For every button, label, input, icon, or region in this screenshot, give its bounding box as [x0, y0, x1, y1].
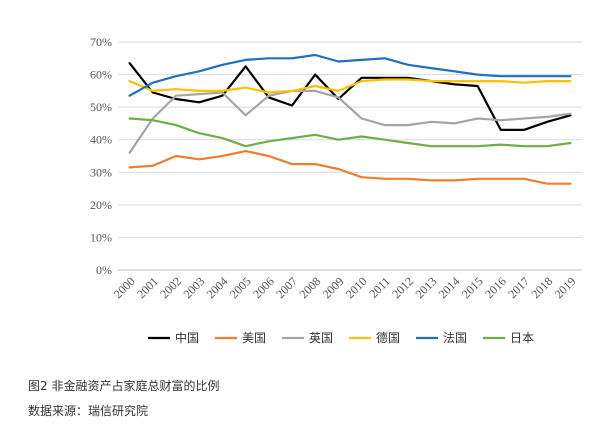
x-tick-label: 2019 — [552, 274, 579, 301]
x-tick-label: 2013 — [412, 274, 439, 301]
series-line — [128, 78, 572, 94]
x-tick-label: 2016 — [482, 274, 509, 301]
x-tick-label: 2010 — [343, 274, 370, 301]
x-tick-label: 2001 — [134, 274, 161, 301]
x-tick-label: 2004 — [204, 274, 231, 301]
legend-label: 美国 — [242, 331, 266, 345]
series-line — [128, 62, 572, 131]
x-tick-label: 2015 — [459, 274, 486, 301]
x-axis-ticks: 2000200120022003200420052006200720082009… — [111, 274, 579, 301]
legend: 中国 美国 英国 德国 法国 日本 — [148, 330, 534, 345]
y-axis-ticks: 0% 10% 20% 30% 40% 50% 60% 70% — [90, 35, 112, 277]
y-tick-label: 30% — [90, 165, 112, 179]
x-tick-label: 2009 — [320, 274, 347, 301]
source-caption: 数据来源：瑞信研究院 — [28, 404, 149, 418]
series-line — [128, 117, 572, 148]
series-line — [128, 150, 572, 185]
series-line — [128, 89, 572, 154]
x-tick-label: 2018 — [528, 274, 555, 301]
y-tick-label: 0% — [96, 263, 112, 277]
y-tick-label: 50% — [90, 100, 112, 114]
legend-label: 中国 — [175, 330, 199, 345]
x-tick-label: 2005 — [227, 274, 254, 301]
x-tick-label: 2017 — [505, 274, 532, 301]
series-lines — [128, 53, 572, 185]
figure-caption: 图2 非金融资产占家庭总财富的比例 — [28, 379, 220, 393]
y-tick-label: 60% — [90, 68, 112, 82]
y-tick-label: 10% — [90, 230, 112, 244]
x-tick-label: 2011 — [366, 274, 393, 301]
x-tick-label: 2000 — [111, 274, 138, 301]
x-tick-label: 2007 — [273, 274, 300, 301]
line-chart: 0% 10% 20% 30% 40% 50% 60% 70% 2000200120022003… — [90, 35, 582, 345]
y-tick-label: 20% — [90, 198, 112, 212]
y-tick-label: 40% — [90, 133, 112, 147]
legend-label: 日本 — [510, 331, 534, 345]
x-tick-label: 2014 — [436, 274, 463, 301]
legend-label: 德国 — [376, 330, 400, 345]
legend-label: 英国 — [309, 331, 333, 345]
x-tick-label: 2008 — [296, 274, 323, 301]
y-tick-label: 70% — [90, 35, 112, 49]
series-line — [128, 53, 572, 97]
x-tick-label: 2003 — [180, 274, 207, 301]
x-tick-label: 2012 — [389, 274, 416, 301]
x-tick-label: 2002 — [157, 274, 184, 301]
x-tick-label: 2006 — [250, 274, 277, 301]
legend-label: 法国 — [443, 331, 467, 345]
